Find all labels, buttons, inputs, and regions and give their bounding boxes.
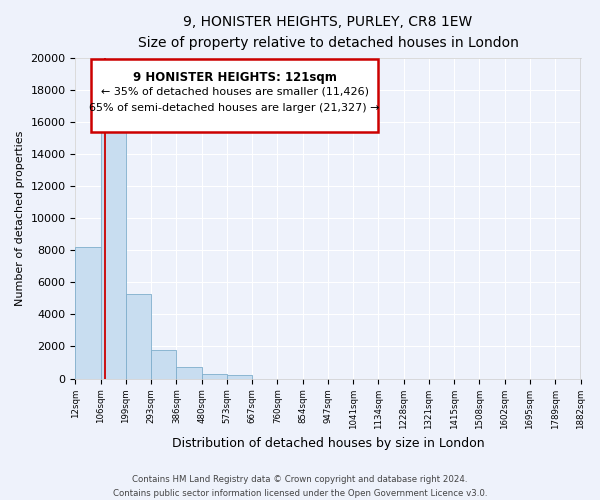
Bar xyxy=(202,374,227,378)
FancyBboxPatch shape xyxy=(91,60,379,132)
Text: 65% of semi-detached houses are larger (21,327) →: 65% of semi-detached houses are larger (… xyxy=(89,102,380,113)
Bar xyxy=(151,350,176,378)
X-axis label: Distribution of detached houses by size in London: Distribution of detached houses by size … xyxy=(172,437,484,450)
Bar xyxy=(227,376,252,378)
Y-axis label: Number of detached properties: Number of detached properties xyxy=(15,130,25,306)
Title: 9, HONISTER HEIGHTS, PURLEY, CR8 1EW
Size of property relative to detached house: 9, HONISTER HEIGHTS, PURLEY, CR8 1EW Siz… xyxy=(137,15,518,50)
Bar xyxy=(126,294,151,378)
Text: ← 35% of detached houses are smaller (11,426): ← 35% of detached houses are smaller (11… xyxy=(101,86,368,97)
Bar xyxy=(76,247,101,378)
Bar xyxy=(176,366,202,378)
Text: Contains HM Land Registry data © Crown copyright and database right 2024.
Contai: Contains HM Land Registry data © Crown c… xyxy=(113,476,487,498)
Bar xyxy=(101,112,126,378)
Text: 9 HONISTER HEIGHTS: 121sqm: 9 HONISTER HEIGHTS: 121sqm xyxy=(133,70,337,84)
